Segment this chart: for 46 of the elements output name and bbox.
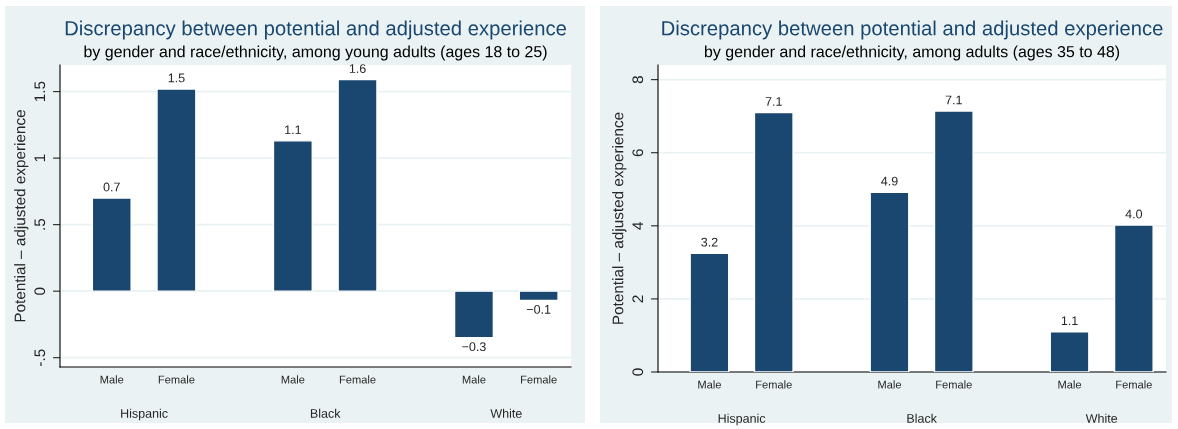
y-tick-label: 1 [34,154,46,162]
y-tick-label: 1.5 [34,81,46,102]
x-tick-label: Female [1116,380,1152,389]
y-tick-label: 0 [632,368,644,376]
text: Black [907,413,937,423]
data-label: −0.3 [462,342,486,352]
y-axis-title: Potential – adjusted experience [612,112,627,324]
x-tick-label: Male [100,375,124,384]
x-tick-label: Female [339,375,376,384]
x-tick-label: Male [1058,380,1082,389]
chart-subtitle: by gender and race/ethnicity, among adults (ages 35 to 48) [704,45,1120,61]
data-label: 1.6 [349,64,366,73]
x-tick-label: Female [756,380,792,389]
y-tick-label: -.5 [34,349,46,366]
y-axis-title: Potential – adjusted experience [14,110,29,322]
x-tick-label: Female [936,380,972,389]
data-label: 7.1 [765,97,782,106]
chart-title: Discrepancy between potential and adjusted experience [65,20,566,40]
text: White [490,408,522,418]
data-label: 1.1 [1061,316,1078,326]
text: Hispanic [121,408,168,421]
x-tick-label: Male [878,380,902,389]
y-tick-label: 0 [34,287,46,295]
data-label: 1.5 [168,73,185,83]
y-tick-label: 2 [632,295,644,303]
data-label: 0.7 [103,182,120,192]
x-tick-label: Male [698,380,721,389]
data-label: 7.1 [945,95,962,105]
x-tick-label: Male [281,375,305,384]
text: White [1085,413,1118,423]
x-tick-label: Female [521,375,557,384]
data-label: 4.9 [881,176,898,186]
data-label: 1.1 [285,125,301,135]
data-label: 4.0 [1125,209,1143,219]
x-tick-label: Male [462,375,486,384]
chart-subtitle: by gender and race/ethnicity, among young adults (ages 18 to 25) [84,45,547,61]
text: Hispanic [718,413,766,426]
y-tick-label: .5 [34,218,46,230]
text: Black [310,408,341,418]
data-label: 3.2 [701,237,718,247]
x-tick-label: Female [158,375,195,384]
y-tick-label: 4 [632,222,644,230]
y-tick-label: 8 [632,76,644,84]
y-tick-label: 6 [632,149,644,157]
data-label: −0.1 [526,304,551,314]
chart-title: Discrepancy between potential and adjusted experience [662,20,1163,40]
